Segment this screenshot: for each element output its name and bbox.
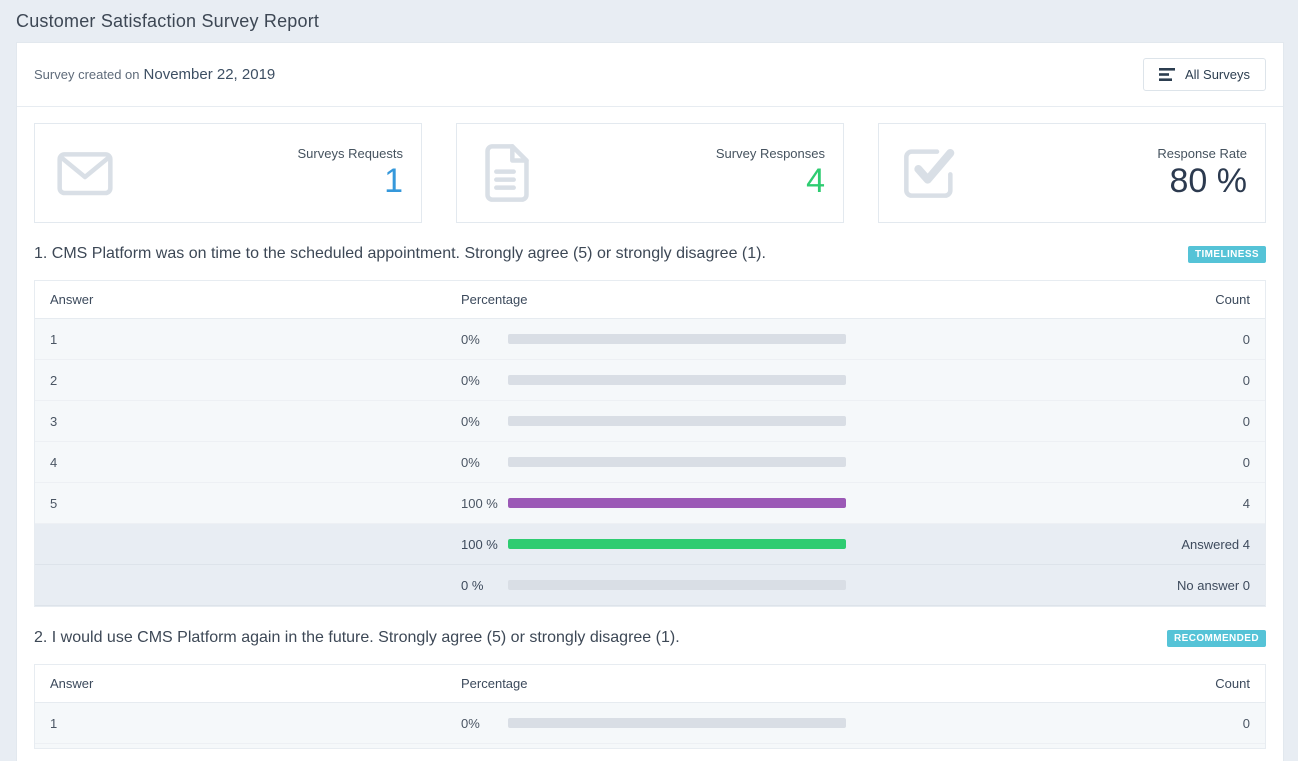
no-answer-summary-row: 0 % No answer 0 bbox=[35, 565, 1265, 606]
question-section-1: 1. CMS Platform was on time to the sched… bbox=[34, 245, 1266, 607]
table-header-row: Answer Percentage Count bbox=[35, 665, 1265, 703]
answer-value: 3 bbox=[50, 413, 58, 429]
stat-card-responses: Survey Responses 4 bbox=[456, 123, 844, 223]
stat-card-response-rate: Response Rate 80 % bbox=[878, 123, 1266, 223]
percentage-value: 0% bbox=[461, 715, 480, 731]
count-value: 0 bbox=[1242, 715, 1250, 731]
percentage-bar bbox=[508, 416, 846, 426]
stat-label: Survey Responses bbox=[715, 145, 825, 161]
stat-value: 80 % bbox=[1169, 161, 1248, 200]
count-column-header: Count bbox=[1215, 292, 1250, 307]
question-title: 2. I would use CMS Platform again in the… bbox=[34, 629, 680, 646]
count-value: 0 bbox=[1242, 454, 1250, 470]
percentage-value: 0% bbox=[461, 413, 480, 429]
table-row bbox=[35, 744, 1265, 748]
stat-value: 4 bbox=[806, 161, 825, 200]
answered-label: Answered 4 bbox=[1181, 536, 1250, 552]
answers-table-1: Answer Percentage Count 1 0% 0 2 0% 0 bbox=[34, 280, 1266, 607]
count-value: 0 bbox=[1242, 413, 1250, 429]
stat-value: 1 bbox=[384, 161, 403, 200]
question-category-badge: TIMELINESS bbox=[1187, 245, 1266, 263]
created-date: November 22, 2019 bbox=[143, 65, 276, 83]
table-row: 1 0% 0 bbox=[35, 703, 1265, 744]
no-answer-label: No answer 0 bbox=[1177, 577, 1250, 593]
table-row: 2 0% 0 bbox=[35, 360, 1265, 401]
survey-created-text: Survey created on November 22, 2019 bbox=[34, 66, 275, 84]
all-surveys-button[interactable]: All Surveys bbox=[1142, 58, 1266, 91]
question-category-badge: RECOMMENDED bbox=[1167, 629, 1266, 647]
percentage-value: 0% bbox=[461, 372, 480, 388]
report-body: Surveys Requests 1 Survey Responses bbox=[17, 107, 1283, 749]
percentage-bar bbox=[508, 539, 846, 549]
count-value: 0 bbox=[1242, 331, 1250, 347]
table-header-row: Answer Percentage Count bbox=[35, 281, 1265, 319]
percentage-bar bbox=[508, 718, 846, 728]
percentage-column-header: Percentage bbox=[461, 676, 528, 691]
answer-column-header: Answer bbox=[50, 676, 94, 691]
percentage-value: 0% bbox=[461, 331, 480, 347]
percentage-bar bbox=[508, 334, 846, 344]
percentage-bar bbox=[508, 580, 846, 590]
survey-meta-bar: Survey created on November 22, 2019 All S… bbox=[17, 43, 1283, 107]
percentage-value: 0% bbox=[461, 454, 480, 470]
created-label: Survey created on bbox=[34, 66, 140, 82]
answer-column-header: Answer bbox=[50, 292, 94, 307]
check-square-icon bbox=[897, 141, 961, 205]
answer-value: 2 bbox=[50, 372, 58, 388]
page-header: Customer Satisfaction Survey Report bbox=[0, 0, 1298, 42]
percentage-value: 0 % bbox=[461, 577, 484, 593]
question-title: 1. CMS Platform was on time to the sched… bbox=[34, 245, 766, 262]
stats-row: Surveys Requests 1 Survey Responses bbox=[34, 123, 1266, 223]
report-card: Survey created on November 22, 2019 All S… bbox=[16, 42, 1284, 761]
percentage-bar bbox=[508, 457, 846, 467]
table-row: 4 0% 0 bbox=[35, 442, 1265, 483]
answer-value: 5 bbox=[50, 495, 58, 511]
percentage-column-header: Percentage bbox=[461, 292, 528, 307]
stat-label: Response Rate bbox=[1157, 145, 1247, 161]
table-row: 5 100 % 4 bbox=[35, 483, 1265, 524]
answer-value: 1 bbox=[50, 331, 58, 347]
envelope-icon bbox=[53, 141, 117, 205]
table-row: 3 0% 0 bbox=[35, 401, 1265, 442]
stat-label: Surveys Requests bbox=[297, 145, 404, 161]
all-surveys-label: All Surveys bbox=[1184, 67, 1250, 82]
percentage-value: 100 % bbox=[461, 495, 498, 511]
answer-value: 4 bbox=[50, 454, 58, 470]
answers-table-2: Answer Percentage Count 1 0% 0 bbox=[34, 664, 1266, 749]
table-row: 1 0% 0 bbox=[35, 319, 1265, 360]
answered-summary-row: 100 % Answered 4 bbox=[35, 524, 1265, 565]
count-column-header: Count bbox=[1215, 676, 1250, 691]
question-section-2: 2. I would use CMS Platform again in the… bbox=[34, 629, 1266, 749]
stat-card-requests: Surveys Requests 1 bbox=[34, 123, 422, 223]
page-title: Customer Satisfaction Survey Report bbox=[16, 11, 320, 31]
percentage-value: 100 % bbox=[461, 536, 498, 552]
list-icon bbox=[1158, 67, 1176, 82]
answer-value: 1 bbox=[50, 715, 58, 731]
count-value: 4 bbox=[1242, 495, 1250, 511]
percentage-bar bbox=[508, 375, 846, 385]
file-text-icon bbox=[475, 141, 539, 205]
percentage-bar bbox=[508, 498, 846, 508]
count-value: 0 bbox=[1242, 372, 1250, 388]
